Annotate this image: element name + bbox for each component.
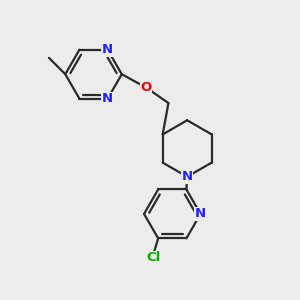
- Text: N: N: [195, 207, 206, 220]
- Text: N: N: [102, 43, 113, 56]
- Text: Cl: Cl: [147, 251, 161, 264]
- Text: O: O: [140, 81, 152, 94]
- Text: N: N: [182, 170, 193, 183]
- Text: N: N: [102, 92, 113, 105]
